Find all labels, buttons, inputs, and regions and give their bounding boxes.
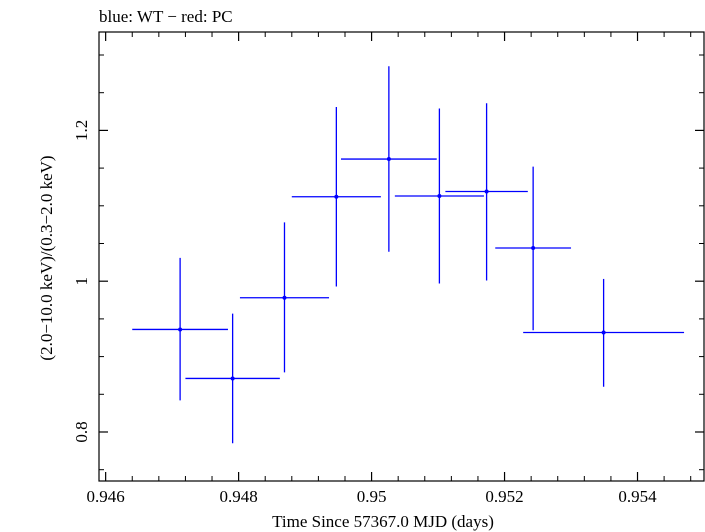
y-tick-label: 1.2 — [72, 120, 91, 141]
data-point-marker — [531, 246, 536, 251]
x-tick-label: 0.954 — [618, 487, 657, 506]
data-point-marker — [386, 157, 391, 162]
y-tick-label: 1 — [72, 277, 91, 286]
data-point-2 — [185, 313, 280, 444]
axis-tick-labels: 0.946 0.948 0.95 0.952 0.954 0.8 1 1.2 — [72, 120, 657, 506]
data-point-marker — [178, 327, 183, 332]
data-marks — [132, 66, 685, 444]
x-tick-label: 0.95 — [357, 487, 387, 506]
data-point-marker — [601, 330, 606, 335]
data-point-6 — [394, 108, 484, 284]
axis-ticks — [99, 32, 704, 481]
y-tick-label: 0.8 — [72, 421, 91, 442]
data-point-9 — [523, 278, 685, 387]
data-point-marker — [437, 193, 442, 198]
data-point-marker — [334, 194, 339, 199]
data-point-4 — [291, 107, 381, 287]
data-point-marker — [484, 189, 489, 194]
x-tick-label: 0.952 — [485, 487, 523, 506]
plot-frame — [98, 31, 705, 482]
data-point-marker — [230, 376, 235, 381]
x-tick-label: 0.948 — [219, 487, 257, 506]
data-point-5 — [341, 66, 437, 252]
data-point-7 — [445, 103, 528, 281]
data-point-marker — [282, 295, 287, 300]
chart-title: blue: WT − red: PC — [99, 7, 233, 26]
data-point-1 — [132, 257, 228, 401]
x-tick-label: 0.946 — [87, 487, 125, 506]
x-axis-label: Time Since 57367.0 MJD (days) — [272, 512, 494, 531]
y-axis-label: (2.0−10.0 keV)/(0.3−2.0 keV) — [37, 155, 56, 360]
data-point-3 — [239, 222, 330, 373]
data-point-8 — [495, 166, 572, 331]
